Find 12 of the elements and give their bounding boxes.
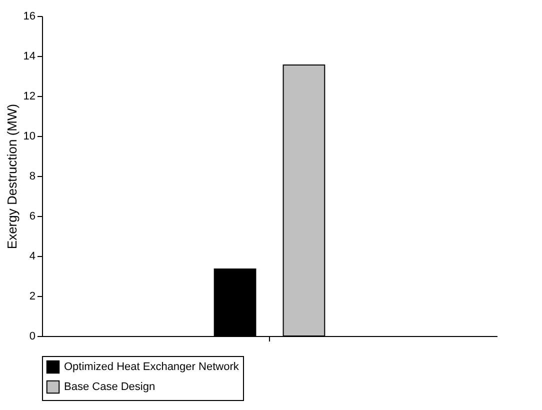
y-tick-label: 2 bbox=[29, 290, 36, 302]
y-tick-label: 6 bbox=[29, 210, 36, 222]
y-tick-label: 12 bbox=[23, 90, 36, 102]
y-tick-label: 10 bbox=[23, 130, 36, 142]
legend-label: Optimized Heat Exchanger Network bbox=[64, 361, 240, 373]
y-tick-label: 4 bbox=[29, 250, 36, 262]
y-axis-title: Exergy Destruction (MW) bbox=[4, 104, 20, 250]
y-tick-label: 8 bbox=[29, 170, 36, 182]
y-tick-label: 14 bbox=[23, 50, 36, 62]
legend-label: Base Case Design bbox=[64, 381, 156, 393]
y-tick-label: 16 bbox=[23, 10, 36, 22]
y-tick-label: 0 bbox=[29, 330, 36, 342]
